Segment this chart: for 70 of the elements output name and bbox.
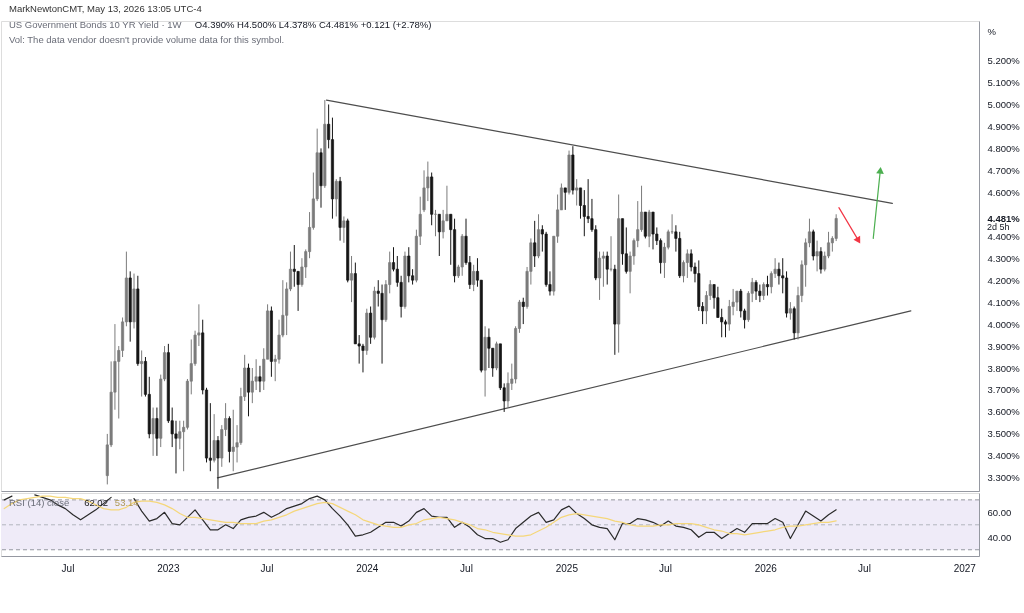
candlestick	[735, 290, 739, 312]
candlestick	[651, 211, 655, 250]
y-tick-label: 3.600%	[987, 406, 1021, 418]
candlestick	[575, 178, 579, 206]
candlestick	[659, 237, 663, 275]
candlestick	[155, 407, 159, 457]
y-tick-label: 3.300%	[987, 472, 1021, 484]
candlestick	[521, 297, 525, 325]
y-tick-label: 4.600%	[987, 186, 1021, 198]
y-tick-label: 3.400%	[987, 450, 1021, 462]
text: 2d 5h	[987, 222, 1010, 233]
candlestick	[765, 275, 769, 297]
y-tick-label: 3.800%	[987, 362, 1021, 374]
candlestick	[231, 409, 235, 472]
y-tick-label: 4.481%	[987, 212, 1021, 224]
candlestick	[216, 435, 220, 490]
x-tick-label: 2026	[754, 562, 778, 574]
y-tick-label: 4.400%	[987, 230, 1021, 242]
x-tick-label: 2023	[157, 562, 180, 574]
y-tick-label: 4.900%	[987, 120, 1021, 132]
candlestick	[433, 209, 437, 237]
x-tick-label: Jul	[460, 562, 473, 574]
y-tick-label: 3.900%	[987, 340, 1021, 352]
candlestick	[334, 178, 338, 217]
y-axis-title: %	[987, 25, 997, 37]
y-tick-label: 5.000%	[987, 98, 1021, 110]
candlestick	[601, 251, 605, 288]
text: MarkNewtonCMT, May 13, 2026 13:05 UTC-4	[9, 3, 202, 14]
y-tick-label: 4.700%	[987, 164, 1021, 176]
chart-title: US Government Bonds 10 YR Yield · 1W	[9, 19, 182, 30]
candlestick	[815, 240, 819, 272]
candlestick	[258, 365, 262, 393]
y-tick-label: 5.200%	[987, 55, 1021, 67]
candlestick	[292, 244, 296, 288]
y-tick-label: 3.500%	[987, 428, 1021, 440]
x-tick-label: Jul	[858, 562, 871, 574]
y-tick-label: 4.000%	[987, 318, 1021, 330]
y-tick-label: 4.800%	[987, 142, 1021, 154]
x-tick-label: 2027	[953, 562, 977, 574]
candlestick	[441, 209, 445, 239]
candlestick	[754, 279, 758, 301]
y-tick-label: 5.100%	[987, 77, 1021, 88]
x-tick-label: 2024	[356, 562, 379, 574]
candlestick	[151, 407, 155, 457]
y-tick-label: 60.00	[987, 506, 1012, 518]
candlestick	[598, 251, 602, 301]
candlestick	[472, 264, 476, 292]
candlestick	[563, 187, 567, 211]
candlestick	[578, 187, 582, 220]
candlestick	[487, 327, 491, 369]
annotation: O4.390% H4.500% L4.378% C4.481% +0.121 (+2.78%)	[194, 19, 432, 30]
y-tick-label: 4.200%	[987, 274, 1021, 286]
y-tick-label: 3.700%	[987, 384, 1021, 396]
x-tick-label: Jul	[659, 562, 672, 574]
candlestick	[407, 246, 411, 283]
candlestick	[685, 248, 689, 279]
x-tick-label: Jul	[260, 562, 274, 574]
y-tick-label: 4.100%	[987, 296, 1021, 308]
y-tick-label: 4.300%	[987, 252, 1021, 264]
candlestick	[605, 251, 609, 286]
x-tick-label: 2025	[555, 562, 579, 574]
candlestick	[350, 255, 354, 303]
candlestick	[212, 413, 216, 463]
candlestick	[819, 246, 823, 275]
annotation: Vol: The data vendor doesn't provide volume data for this symbol.	[9, 34, 285, 45]
candlestick	[533, 220, 537, 268]
candlestick	[342, 215, 346, 244]
y-tick-label: 40.00	[987, 531, 1012, 543]
x-tick-label: Jul	[61, 562, 75, 574]
candlestick	[437, 213, 441, 257]
